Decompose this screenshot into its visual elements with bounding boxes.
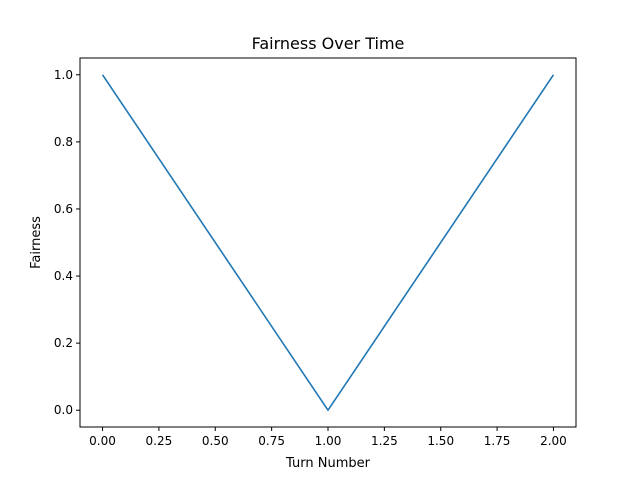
- x-tick-label: 1.75: [484, 434, 511, 448]
- series-line: [101, 74, 555, 412]
- x-tick-label: 0.50: [202, 434, 229, 448]
- y-tick-label: 0.2: [54, 336, 73, 350]
- x-tick-label: 0.00: [89, 434, 116, 448]
- chart-title: Fairness Over Time: [252, 34, 405, 53]
- x-tick-label: 0.75: [258, 434, 285, 448]
- series-layer: [101, 74, 555, 412]
- y-axis-ticks: 0.0 0.2 0.4 0.6 0.8 1.0: [54, 68, 80, 417]
- y-axis-label: Fairness: [29, 216, 44, 269]
- x-tick-label: 1.00: [315, 434, 342, 448]
- x-tick-label: 0.25: [146, 434, 173, 448]
- x-tick-label: 1.50: [427, 434, 454, 448]
- x-axis-ticks: 0.00 0.25 0.50 0.75 1.00 1.25 1.50 1.75 2.00: [89, 427, 567, 448]
- y-tick-label: 0.0: [54, 403, 73, 417]
- y-tick-label: 0.4: [54, 269, 73, 283]
- plot-area-frame: [79, 57, 577, 428]
- x-tick-label: 2.00: [540, 434, 567, 448]
- x-tick-label: 1.25: [371, 434, 398, 448]
- y-tick-label: 0.6: [54, 202, 73, 216]
- y-tick-label: 0.8: [54, 135, 73, 149]
- y-tick-label: 1.0: [54, 68, 73, 82]
- x-axis-label: Turn Number: [285, 456, 371, 471]
